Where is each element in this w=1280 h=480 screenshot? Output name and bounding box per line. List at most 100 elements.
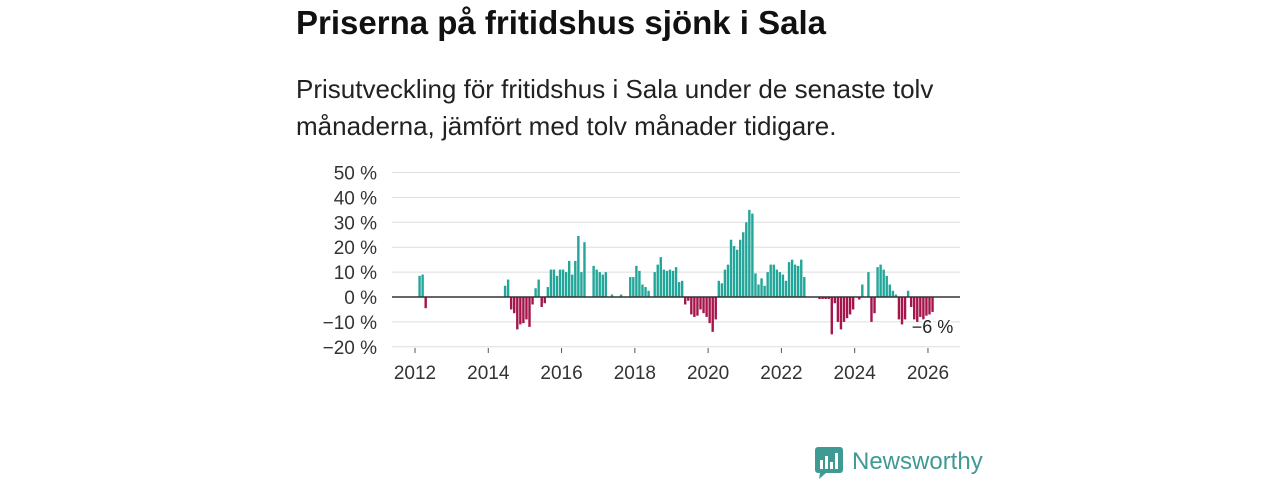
- y-tick-label: 50 %: [334, 164, 377, 185]
- bar-2019-08: [693, 297, 696, 317]
- bar-2014-09: [513, 297, 516, 314]
- bar-2025-11: [922, 297, 925, 320]
- bar-2018-10: [662, 269, 666, 297]
- bar-2021-06: [760, 278, 763, 298]
- bar-2019-10: [699, 297, 702, 310]
- bar-2017-03: [604, 272, 608, 297]
- bar-2018-09: [659, 257, 662, 297]
- bar-2018-08: [656, 264, 659, 297]
- x-tick-label: 2016: [540, 363, 582, 384]
- bar-2020-11: [738, 239, 742, 297]
- bar-2023-07: [836, 297, 840, 322]
- brand-logo: Newsworthy: [815, 447, 985, 479]
- bar-2021-11: [775, 269, 779, 297]
- bar-2015-12: [558, 269, 562, 297]
- bar-2021-09: [769, 264, 772, 297]
- bar-2022-05: [793, 264, 797, 297]
- bar-2022-02: [784, 280, 788, 297]
- bar-2025-04: [900, 297, 904, 325]
- x-tick-label: 2012: [394, 363, 436, 384]
- bar-2016-04: [571, 274, 574, 297]
- bar-2025-06: [906, 290, 910, 298]
- bar-2022-01: [781, 274, 785, 297]
- bar-2014-08: [509, 297, 513, 310]
- bar-2016-07: [580, 272, 583, 297]
- bar-2024-02: [858, 297, 861, 300]
- bar-2018-03: [641, 284, 644, 297]
- chart-title: Priserna på fritidshus sjönk i Sala: [296, 4, 827, 41]
- bar-2021-05: [757, 284, 760, 297]
- bar-2016-12: [595, 269, 598, 297]
- bar-2024-08: [876, 267, 879, 297]
- bar-2020-03: [714, 297, 717, 320]
- bar-2019-05: [684, 297, 687, 305]
- bar-2019-09: [696, 297, 699, 316]
- bar-2015-01: [525, 297, 528, 320]
- bar-2021-01: [745, 222, 748, 297]
- x-tick-label: 2020: [687, 363, 729, 384]
- bar-2015-04: [534, 288, 537, 297]
- latest-value-label: −6 %: [912, 317, 954, 337]
- bar-2015-05: [537, 279, 540, 297]
- bar-2020-06: [723, 269, 727, 297]
- bar-2020-02: [711, 297, 714, 332]
- x-tick-label: 2018: [614, 363, 656, 384]
- bar-2024-03: [861, 284, 864, 297]
- bar-2025-03: [897, 297, 901, 320]
- bar-2022-07: [800, 259, 803, 297]
- bar-2025-02: [894, 294, 898, 297]
- bar-2023-04: [827, 297, 830, 299]
- bar-2012-02: [418, 275, 421, 297]
- bar-2018-02: [638, 270, 641, 297]
- y-tick-label: −10 %: [323, 313, 378, 334]
- bar-2018-05: [647, 290, 650, 298]
- bar-2016-02: [564, 272, 568, 297]
- bar-2014-11: [519, 297, 522, 325]
- annotations: −6 %: [910, 315, 956, 339]
- axes: 50 % 40 % 30 % 20 % 10 % 0 % −10 % −20 % 2012 201…: [323, 164, 960, 384]
- bar-2024-07: [873, 297, 876, 314]
- bar-2021-04: [754, 273, 757, 297]
- bar-2015-03: [531, 297, 534, 305]
- bar-2020-01: [708, 297, 711, 324]
- bar-2022-06: [796, 265, 800, 298]
- bar-2024-09: [879, 264, 882, 297]
- bar-2020-09: [732, 245, 736, 297]
- bar-2022-03: [787, 262, 791, 297]
- bar-2025-08: [913, 297, 916, 320]
- y-tick-label: 0 %: [344, 288, 377, 309]
- bar-2015-06: [540, 297, 543, 307]
- bar-2016-06: [577, 236, 580, 298]
- bar-2016-01: [561, 269, 565, 297]
- bar-2017-08: [619, 294, 623, 297]
- bar-2020-10: [735, 249, 739, 297]
- bar-2021-03: [751, 213, 754, 297]
- bar-2016-03: [567, 260, 571, 297]
- bar-2023-08: [839, 297, 843, 330]
- bar-2023-05: [830, 297, 833, 335]
- x-tick-label: 2014: [467, 363, 510, 384]
- y-tick-label: −20 %: [323, 338, 378, 359]
- bar-2026-01: [928, 297, 931, 315]
- bar-2020-08: [729, 239, 733, 297]
- bar-2021-10: [772, 264, 775, 297]
- bars: [418, 209, 934, 335]
- bar-2015-07: [543, 297, 546, 304]
- bar-2015-08: [546, 287, 550, 297]
- bar-2025-07: [909, 297, 913, 307]
- bar-2017-11: [629, 277, 632, 297]
- bar-2014-07: [506, 279, 510, 297]
- brand-name: Newsworthy: [852, 448, 983, 475]
- bar-2017-02: [601, 274, 604, 297]
- bar-2020-04: [717, 280, 721, 297]
- x-tick-label: 2022: [760, 363, 802, 384]
- bar-2018-12: [668, 269, 672, 297]
- bar-2025-05: [903, 297, 907, 320]
- bar-2016-05: [574, 260, 577, 297]
- bar-2021-02: [748, 209, 751, 297]
- bar-2018-01: [635, 265, 638, 298]
- bar-2019-04: [680, 280, 684, 297]
- bar-2019-06: [687, 297, 690, 301]
- bar-2020-07: [726, 264, 730, 297]
- bar-2024-11: [885, 275, 888, 297]
